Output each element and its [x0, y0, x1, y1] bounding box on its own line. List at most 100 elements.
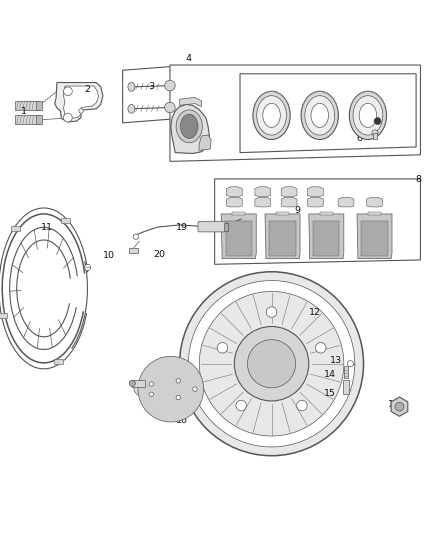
Text: 16: 16: [176, 416, 188, 425]
Bar: [320, 212, 333, 215]
Bar: [36, 101, 42, 110]
Polygon shape: [64, 86, 99, 118]
Circle shape: [79, 109, 83, 113]
Circle shape: [372, 130, 378, 136]
Polygon shape: [338, 197, 354, 207]
Polygon shape: [221, 214, 256, 259]
Text: 4: 4: [185, 54, 191, 63]
Text: 12: 12: [309, 308, 321, 317]
Ellipse shape: [257, 96, 286, 135]
Bar: [373, 133, 377, 140]
Circle shape: [176, 395, 180, 400]
Bar: [226, 221, 252, 255]
Text: 11: 11: [41, 223, 53, 232]
Ellipse shape: [263, 103, 280, 127]
Text: 13: 13: [330, 356, 343, 365]
Bar: [61, 218, 70, 223]
Polygon shape: [265, 214, 300, 259]
Ellipse shape: [128, 83, 135, 91]
Circle shape: [347, 361, 353, 367]
Bar: [54, 359, 63, 365]
Circle shape: [149, 382, 154, 386]
Text: 15: 15: [324, 389, 336, 398]
FancyBboxPatch shape: [198, 221, 226, 232]
Circle shape: [145, 363, 197, 415]
Circle shape: [234, 327, 309, 401]
Ellipse shape: [359, 103, 377, 127]
Circle shape: [149, 392, 154, 397]
Ellipse shape: [349, 91, 386, 140]
Bar: [15, 101, 39, 110]
Polygon shape: [281, 187, 297, 197]
Circle shape: [236, 400, 247, 411]
Bar: [343, 381, 349, 394]
Bar: [313, 221, 339, 255]
Polygon shape: [367, 197, 382, 207]
Circle shape: [64, 113, 72, 122]
Ellipse shape: [176, 110, 202, 143]
Text: 17: 17: [143, 379, 155, 389]
Text: 1: 1: [21, 107, 27, 116]
Polygon shape: [255, 197, 271, 207]
Polygon shape: [357, 214, 392, 259]
Circle shape: [193, 387, 197, 391]
Circle shape: [217, 343, 228, 353]
Polygon shape: [199, 135, 211, 150]
Polygon shape: [309, 214, 344, 259]
Circle shape: [188, 280, 355, 447]
Polygon shape: [281, 197, 297, 207]
Circle shape: [165, 80, 175, 91]
Circle shape: [374, 118, 381, 125]
Text: 14: 14: [324, 370, 336, 379]
Text: 18: 18: [388, 400, 400, 409]
Polygon shape: [180, 98, 201, 107]
Bar: [276, 212, 289, 215]
Circle shape: [176, 378, 180, 383]
Circle shape: [129, 381, 135, 386]
Ellipse shape: [353, 96, 383, 135]
Circle shape: [395, 402, 404, 411]
Ellipse shape: [301, 91, 338, 140]
Circle shape: [138, 356, 204, 422]
Circle shape: [180, 272, 364, 456]
Text: 2: 2: [85, 85, 91, 94]
Bar: [224, 223, 228, 231]
Polygon shape: [226, 197, 242, 207]
Polygon shape: [240, 74, 416, 152]
Polygon shape: [55, 83, 103, 122]
Bar: [11, 226, 20, 231]
Circle shape: [165, 102, 175, 113]
Circle shape: [247, 340, 296, 388]
Ellipse shape: [305, 96, 335, 135]
Polygon shape: [307, 197, 323, 207]
Circle shape: [64, 87, 72, 96]
Text: 3: 3: [148, 83, 154, 92]
Bar: [269, 221, 296, 255]
Circle shape: [315, 343, 326, 353]
Bar: [129, 248, 138, 253]
Bar: [232, 212, 245, 215]
Text: 5: 5: [255, 117, 261, 126]
Circle shape: [133, 234, 138, 239]
Circle shape: [199, 292, 344, 436]
Polygon shape: [170, 65, 420, 161]
Bar: [132, 381, 145, 386]
Text: 8: 8: [415, 175, 421, 184]
Ellipse shape: [180, 114, 198, 139]
Polygon shape: [255, 187, 271, 197]
Circle shape: [266, 307, 277, 317]
Bar: [15, 115, 39, 124]
Bar: [368, 212, 381, 215]
Circle shape: [297, 400, 307, 411]
Circle shape: [85, 264, 91, 270]
Bar: [344, 366, 348, 378]
Polygon shape: [226, 187, 242, 197]
Bar: [361, 221, 388, 255]
Ellipse shape: [128, 104, 135, 113]
Text: 9: 9: [295, 206, 301, 215]
Circle shape: [158, 376, 184, 402]
Ellipse shape: [134, 376, 208, 402]
Bar: [0, 312, 7, 318]
Text: 19: 19: [176, 223, 188, 231]
Circle shape: [151, 369, 191, 409]
